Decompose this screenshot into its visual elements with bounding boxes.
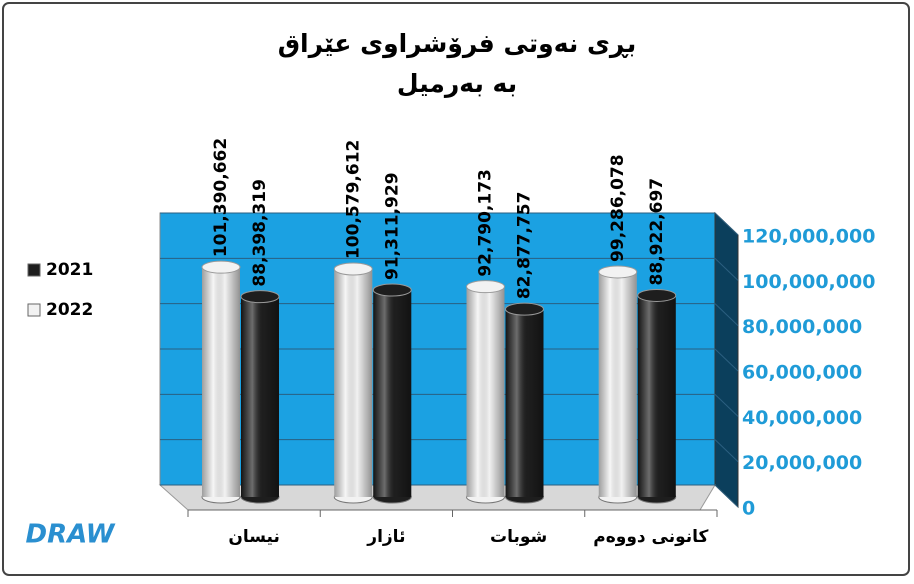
bar-shading (598, 271, 637, 497)
y-tick-label: 100,000,000 (742, 271, 875, 293)
value-label: 101,390,662 (211, 138, 231, 257)
grid-line (714, 484, 739, 508)
bar-shading (241, 296, 279, 497)
bar-shading (334, 269, 373, 497)
bar-shading (637, 295, 676, 497)
x-tick-label: نیسان (228, 527, 280, 547)
grid-line (714, 257, 739, 281)
value-label: 88,922,697 (647, 178, 667, 286)
bar-cap (505, 302, 544, 316)
bar-shading (373, 290, 412, 497)
bar-cap (637, 288, 677, 302)
value-label: 88,398,319 (250, 179, 270, 287)
value-label: 99,286,078 (608, 154, 628, 262)
legend-swatch (27, 303, 41, 317)
legend-label: 2022 (46, 300, 93, 320)
grid-line (714, 348, 739, 372)
grid-line (714, 212, 739, 236)
grid-line (714, 303, 739, 327)
chart-subtitle: بە بەرمیل (397, 69, 517, 98)
bar-cap (240, 290, 280, 304)
y-tick-label: 80,000,000 (742, 316, 862, 338)
y-tick-label: 20,000,000 (742, 452, 862, 474)
grid-line (714, 439, 739, 463)
y-tick-label: 120,000,000 (742, 226, 875, 248)
chart-title: بڕی نەوتی فرۆشراوی عێراق (278, 29, 637, 59)
bar-cap (466, 280, 505, 294)
bar-cap (372, 283, 412, 297)
x-tick-label: شوبات (490, 527, 547, 547)
bar-shading (505, 309, 544, 497)
x-tick-label: ئازار (366, 527, 405, 547)
value-label: 91,311,929 (382, 172, 402, 280)
bar-shading (202, 267, 240, 497)
legend-label: 2021 (46, 260, 93, 280)
value-label: 92,790,173 (476, 169, 496, 277)
bar-cap (201, 260, 241, 274)
logo: DRAW (26, 520, 116, 550)
logo-box (14, 513, 132, 557)
grid-line (714, 393, 739, 417)
y-tick-label: 60,000,000 (742, 362, 862, 384)
y-tick-label: 40,000,000 (742, 407, 862, 429)
legend-swatch (27, 263, 41, 277)
value-label: 100,579,612 (343, 140, 363, 259)
x-tick-label: کانونی دووەم (593, 527, 708, 547)
bar-cap (598, 265, 638, 279)
bar-cap (333, 262, 373, 276)
y-tick-label: 0 (742, 498, 755, 520)
value-label: 82,877,757 (515, 192, 535, 300)
bar-shading (466, 286, 505, 497)
